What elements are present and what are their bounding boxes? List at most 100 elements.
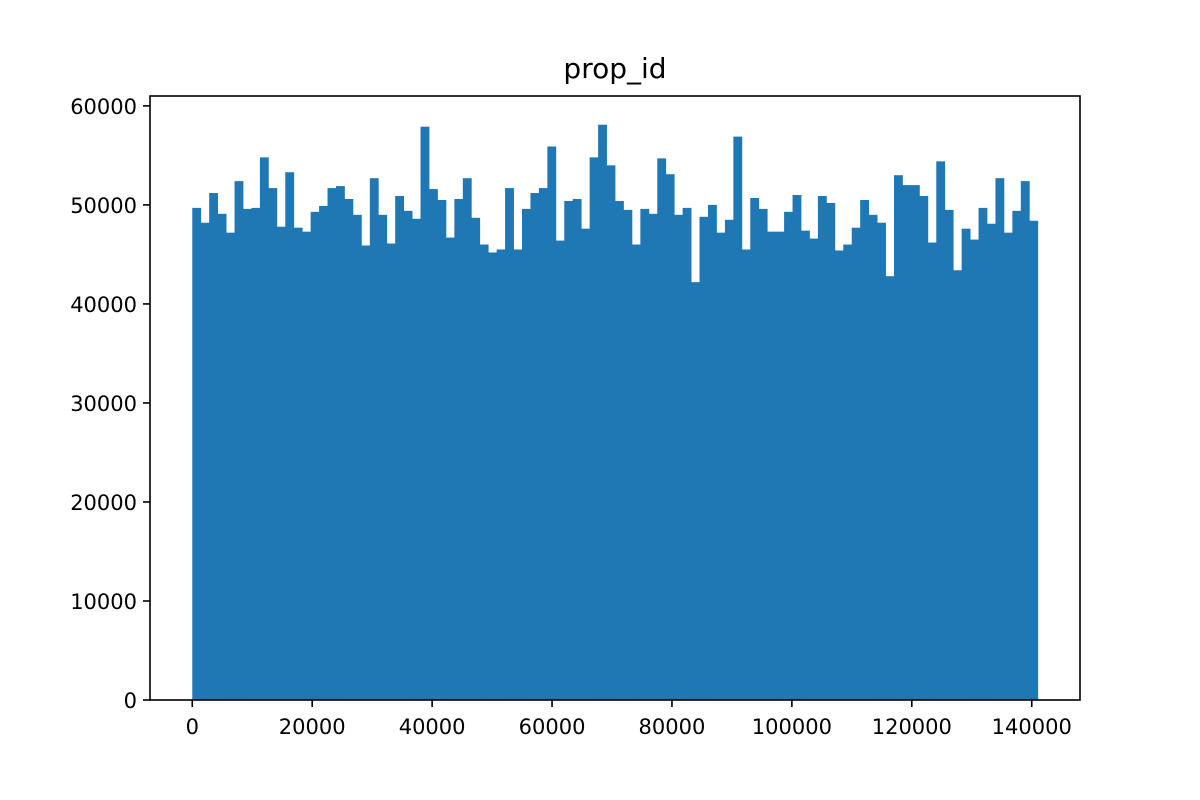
y-tick-label: 20000 bbox=[70, 491, 137, 515]
x-tick-label: 140000 bbox=[992, 715, 1072, 739]
histogram-bar bbox=[471, 217, 481, 700]
chart-title: prop_id bbox=[563, 52, 666, 85]
histogram-bar bbox=[784, 211, 793, 700]
histogram-bar bbox=[530, 193, 540, 700]
histogram-bar bbox=[336, 186, 345, 700]
histogram-bar bbox=[522, 208, 531, 700]
histogram-bar bbox=[209, 193, 219, 700]
histogram-bar bbox=[648, 213, 658, 700]
histogram-bar bbox=[665, 174, 675, 700]
bars-group bbox=[192, 124, 1039, 701]
x-tick-label: 0 bbox=[186, 715, 199, 739]
histogram-bar bbox=[243, 208, 252, 700]
histogram-bar bbox=[817, 196, 827, 700]
histogram-bar bbox=[1003, 232, 1013, 700]
y-tick-label: 30000 bbox=[70, 392, 137, 416]
histogram-bar bbox=[682, 207, 692, 700]
histogram-bar bbox=[479, 244, 489, 700]
histogram-bar bbox=[420, 126, 430, 701]
histogram-bar bbox=[615, 200, 624, 700]
histogram-bar bbox=[293, 227, 303, 700]
histogram-bar bbox=[936, 161, 946, 700]
histogram-bar bbox=[877, 222, 886, 701]
histogram-bar bbox=[885, 276, 895, 700]
x-tick-label: 60000 bbox=[519, 715, 586, 739]
histogram-bar bbox=[606, 165, 616, 701]
histogram-bar bbox=[750, 197, 760, 701]
histogram-bar bbox=[927, 242, 937, 701]
histogram-bar bbox=[826, 202, 836, 701]
histogram-bar bbox=[1029, 220, 1039, 700]
histogram-bar bbox=[192, 207, 202, 700]
histogram-bar bbox=[657, 158, 667, 701]
histogram-bar bbox=[547, 146, 557, 701]
histogram-bar bbox=[860, 199, 870, 700]
histogram-bar bbox=[361, 245, 371, 700]
histogram-bar bbox=[834, 250, 844, 700]
x-tick-label: 20000 bbox=[279, 715, 346, 739]
histogram-bar bbox=[429, 189, 438, 700]
histogram-bar bbox=[843, 244, 853, 700]
histogram-bar bbox=[259, 157, 269, 701]
y-tick-label: 40000 bbox=[70, 293, 137, 317]
histogram-bar bbox=[708, 204, 717, 700]
histogram-bar bbox=[1012, 210, 1022, 700]
histogram-bar bbox=[386, 243, 396, 700]
histogram-bar bbox=[412, 218, 421, 700]
histogram-bar bbox=[631, 244, 641, 700]
histogram-bar bbox=[454, 198, 464, 700]
histogram-bar bbox=[944, 209, 954, 701]
histogram-bar bbox=[352, 214, 362, 700]
histogram-bar bbox=[987, 223, 996, 700]
histogram-bar bbox=[1020, 181, 1030, 700]
histogram-bar bbox=[910, 185, 920, 701]
plot-frame bbox=[149, 95, 1081, 701]
histogram-bar bbox=[564, 200, 574, 700]
histogram-bar bbox=[953, 270, 963, 700]
y-tick-label: 60000 bbox=[70, 95, 137, 119]
histogram-bar bbox=[403, 210, 413, 700]
histogram-bar bbox=[598, 124, 607, 701]
histogram-bar bbox=[395, 196, 405, 700]
histogram-bar bbox=[995, 178, 1005, 701]
histogram-bar bbox=[691, 282, 700, 700]
histogram-bar bbox=[310, 211, 320, 700]
histogram-bar bbox=[251, 207, 261, 700]
histogram-bar bbox=[217, 213, 227, 700]
histogram-bar bbox=[741, 249, 751, 700]
histogram-bar bbox=[445, 237, 455, 700]
histogram-bar bbox=[327, 188, 337, 700]
x-tick-label: 40000 bbox=[399, 715, 466, 739]
histogram-bar bbox=[919, 196, 929, 700]
y-axis-ticks: 0 10000 20000 30000 40000 50000 60000 bbox=[70, 95, 150, 713]
histogram-bar bbox=[572, 198, 582, 700]
histogram-bar bbox=[809, 238, 819, 700]
histogram-bar bbox=[226, 232, 235, 700]
histogram-bar bbox=[437, 199, 447, 700]
y-tick-label: 10000 bbox=[70, 590, 137, 614]
histogram-bar bbox=[369, 178, 379, 701]
histogram-bar bbox=[792, 195, 802, 700]
y-tick-label: 0 bbox=[124, 689, 137, 713]
histogram-bar bbox=[961, 228, 971, 701]
x-axis-ticks: 0 20000 40000 60000 80000 100000 120000 140000 bbox=[186, 700, 1072, 739]
histogram-bar bbox=[344, 198, 354, 700]
histogram-bar bbox=[555, 240, 565, 700]
histogram-bar bbox=[538, 188, 548, 700]
histogram-bar bbox=[513, 249, 523, 700]
histogram-bar bbox=[496, 249, 506, 700]
histogram-bar bbox=[302, 231, 312, 700]
x-tick-label: 100000 bbox=[752, 715, 832, 739]
histogram-bar bbox=[851, 227, 861, 700]
histogram-bar bbox=[462, 178, 472, 701]
histogram-bar bbox=[724, 219, 734, 700]
histogram-bar bbox=[378, 214, 388, 700]
y-tick-label: 50000 bbox=[70, 194, 137, 218]
x-tick-label: 120000 bbox=[872, 715, 952, 739]
histogram-bar bbox=[902, 185, 912, 701]
histogram-bar bbox=[200, 222, 210, 701]
histogram-bar bbox=[285, 172, 295, 701]
histogram-bar bbox=[868, 214, 878, 700]
histogram-bar bbox=[505, 188, 514, 700]
